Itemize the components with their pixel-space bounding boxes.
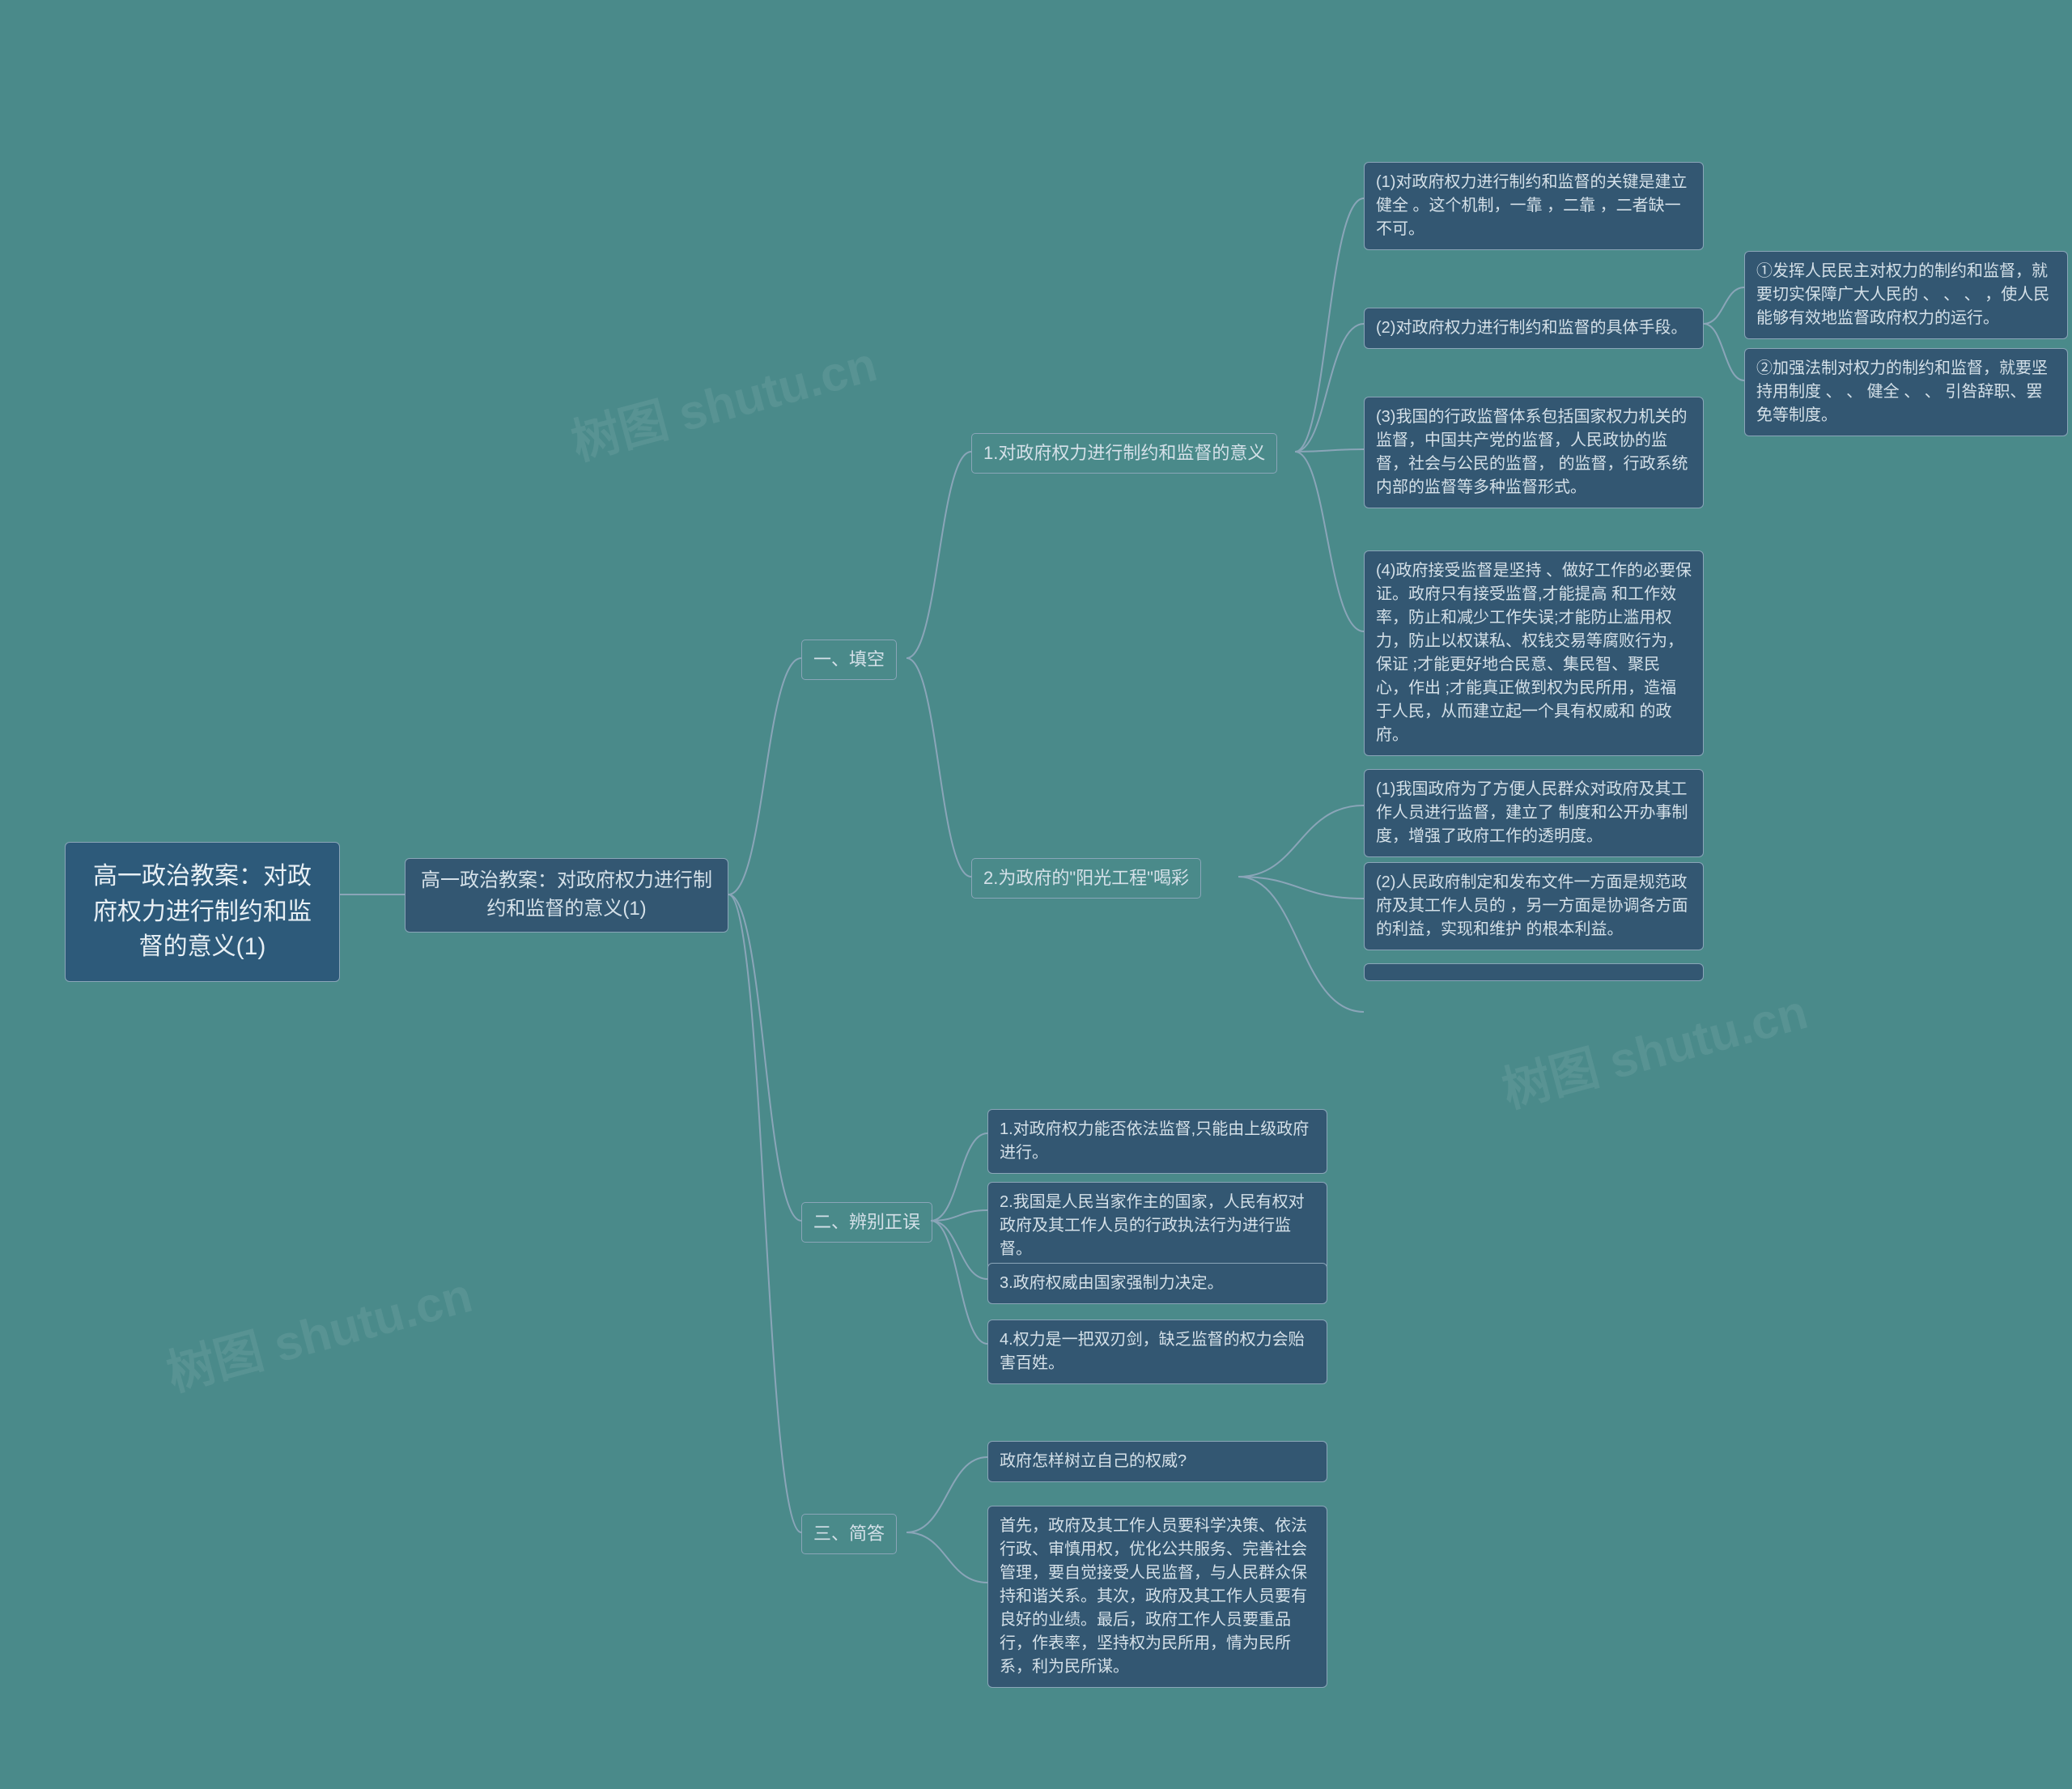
fill-topic-2[interactable]: 2.为政府的"阳光工程"喝彩 — [971, 858, 1201, 899]
leaf-text: (1)我国政府为了方便人民群众对政府及其工作人员进行监督，建立了 制度和公开办事… — [1376, 780, 1688, 845]
leaf-t1-2[interactable]: (2)对政府权力进行制约和监督的具体手段。 — [1364, 308, 1704, 349]
leaf-text: 3.政府权威由国家强制力决定。 — [1000, 1274, 1224, 1292]
root-label: 高一政治教案：对政府权力进行制约和监督的意义(1) — [93, 863, 312, 960]
leaf-judge-3[interactable]: 3.政府权威由国家强制力决定。 — [987, 1263, 1327, 1304]
leaf-t1-2-a[interactable]: ①发挥人民民主对权力的制约和监督，就要切实保障广大人民的 、 、 、 ，使人民能… — [1744, 251, 2068, 339]
leaf-text: 4.权力是一把双刃剑，缺乏监督的权力会贻害百姓。 — [1000, 1331, 1305, 1372]
leaf-text: ②加强法制对权力的制约和监督，就要坚持用制度 、 、 健全 、 、 引咎辞职、罢… — [1756, 359, 2048, 424]
leaf-answer-2[interactable]: 首先，政府及其工作人员要科学决策、依法行政、审慎用权，优化公共服务、完善社会管理… — [987, 1506, 1327, 1688]
leaf-t1-1[interactable]: (1)对政府权力进行制约和监督的关键是建立健全 。这个机制，一靠 ，二靠 ，二者… — [1364, 162, 1704, 250]
leaf-judge-4[interactable]: 4.权力是一把双刃剑，缺乏监督的权力会贻害百姓。 — [987, 1319, 1327, 1384]
level1-label: 高一政治教案：对政府权力进行制约和监督的意义(1) — [421, 869, 712, 920]
leaf-judge-2[interactable]: 2.我国是人民当家作主的国家，人民有权对政府及其工作人员的行政执法行为进行监督。 — [987, 1182, 1327, 1270]
leaf-t2-2[interactable]: (2)人民政府制定和发布文件一方面是规范政府及其工作人员的 ，另一方面是协调各方… — [1364, 862, 1704, 950]
topic-label: 1.对政府权力进行制约和监督的意义 — [983, 443, 1265, 463]
leaf-text: (1)对政府权力进行制约和监督的关键是建立健全 。这个机制，一靠 ，二靠 ，二者… — [1376, 173, 1687, 238]
section-label: 二、辨别正误 — [813, 1212, 920, 1232]
leaf-text: 首先，政府及其工作人员要科学决策、依法行政、审慎用权，优化公共服务、完善社会管理… — [1000, 1517, 1307, 1676]
leaf-text: ①发挥人民民主对权力的制约和监督，就要切实保障广大人民的 、 、 、 ，使人民能… — [1756, 262, 2049, 327]
section-label: 三、简答 — [813, 1523, 885, 1544]
leaf-text: (4)政府接受监督是坚持 、做好工作的必要保证。政府只有接受监督,才能提高 和工… — [1376, 562, 1692, 744]
leaf-answer-1[interactable]: 政府怎样树立自己的权威? — [987, 1441, 1327, 1482]
leaf-text: 政府怎样树立自己的权威? — [1000, 1452, 1187, 1470]
section-answer[interactable]: 三、简答 — [801, 1514, 897, 1554]
leaf-text: (2)人民政府制定和发布文件一方面是规范政府及其工作人员的 ，另一方面是协调各方… — [1376, 873, 1688, 938]
mindmap-root[interactable]: 高一政治教案：对政府权力进行制约和监督的意义(1) — [65, 842, 340, 982]
leaf-t1-2-b[interactable]: ②加强法制对权力的制约和监督，就要坚持用制度 、 、 健全 、 、 引咎辞职、罢… — [1744, 348, 2068, 436]
fill-topic-1[interactable]: 1.对政府权力进行制约和监督的意义 — [971, 433, 1277, 474]
topic-label: 2.为政府的"阳光工程"喝彩 — [983, 868, 1189, 888]
leaf-t2-3[interactable] — [1364, 963, 1704, 981]
leaf-text: 1.对政府权力能否依法监督,只能由上级政府进行。 — [1000, 1120, 1309, 1162]
leaf-text: 2.我国是人民当家作主的国家，人民有权对政府及其工作人员的行政执法行为进行监督。 — [1000, 1193, 1305, 1258]
leaf-t1-3[interactable]: (3)我国的行政监督体系包括国家权力机关的监督，中国共产党的监督，人民政协的监督… — [1364, 397, 1704, 508]
leaf-t2-1[interactable]: (1)我国政府为了方便人民群众对政府及其工作人员进行监督，建立了 制度和公开办事… — [1364, 769, 1704, 857]
section-fill[interactable]: 一、填空 — [801, 640, 897, 680]
leaf-text: (2)对政府权力进行制约和监督的具体手段。 — [1376, 319, 1687, 337]
section-label: 一、填空 — [813, 649, 885, 669]
leaf-t1-4[interactable]: (4)政府接受监督是坚持 、做好工作的必要保证。政府只有接受监督,才能提高 和工… — [1364, 550, 1704, 756]
level1-node[interactable]: 高一政治教案：对政府权力进行制约和监督的意义(1) — [405, 858, 728, 933]
section-judge[interactable]: 二、辨别正误 — [801, 1202, 932, 1243]
leaf-text: (3)我国的行政监督体系包括国家权力机关的监督，中国共产党的监督，人民政协的监督… — [1376, 408, 1688, 496]
leaf-judge-1[interactable]: 1.对政府权力能否依法监督,只能由上级政府进行。 — [987, 1109, 1327, 1174]
